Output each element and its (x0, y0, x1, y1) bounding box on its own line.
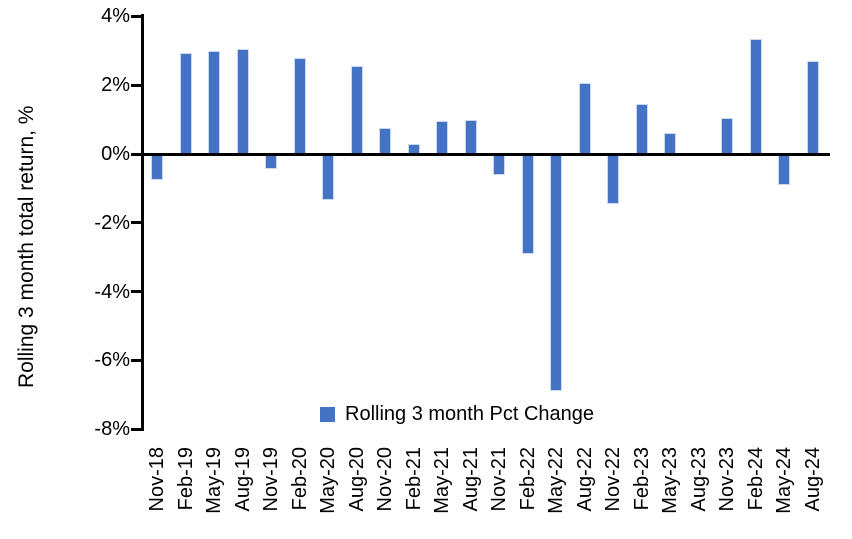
x-tick-label: Aug-22 (573, 447, 596, 512)
y-tick-mark (131, 152, 143, 156)
bar-Nov-21 (493, 154, 506, 175)
y-tick-mark (131, 14, 143, 18)
bar-Feb-19 (179, 52, 192, 154)
bar-Aug-24 (806, 61, 819, 154)
x-tick-label: Feb-23 (630, 447, 653, 511)
x-tick-label: Nov-18 (146, 447, 169, 512)
y-tick-label: 4% (101, 5, 130, 28)
x-tick-label: Nov-21 (488, 447, 511, 512)
y-tick-mark (131, 290, 143, 294)
y-tick-label: 2% (101, 74, 130, 97)
bar-Aug-22 (578, 83, 591, 154)
x-tick-label: Nov-22 (602, 447, 625, 512)
plot-area (143, 16, 827, 430)
x-tick-label: Aug-23 (687, 447, 710, 512)
bar-Aug-19 (236, 49, 249, 154)
x-tick-label: Aug-20 (345, 447, 368, 512)
x-tick-label: Feb-21 (402, 447, 425, 511)
y-tick-mark (131, 427, 143, 431)
y-tick-mark (131, 221, 143, 225)
bar-May-21 (436, 121, 449, 154)
bar-Nov-22 (607, 154, 620, 204)
bar-Feb-23 (635, 104, 648, 154)
x-tick-label: Aug-21 (459, 447, 482, 512)
bar-Nov-23 (721, 117, 734, 154)
y-tick-mark (131, 358, 143, 362)
x-tick-label: Aug-19 (231, 447, 254, 512)
bar-May-22 (550, 154, 563, 392)
x-tick-label: Nov-19 (260, 447, 283, 512)
legend: Rolling 3 month Pct Change (320, 403, 594, 426)
bar-Feb-22 (521, 154, 534, 254)
y-tick-label: 0% (101, 143, 130, 165)
bar-Nov-18 (151, 154, 164, 180)
y-tick-label: -2% (94, 211, 130, 234)
bar-May-23 (664, 133, 677, 154)
y-tick-label: -8% (94, 418, 130, 441)
bar-Feb-24 (749, 38, 762, 154)
legend-marker-swatch (320, 407, 335, 422)
x-tick-label: Feb-19 (174, 447, 197, 511)
y-tick-mark (131, 83, 143, 87)
bar-May-24 (778, 154, 791, 185)
x-tick-label: May-24 (773, 447, 796, 514)
bar-May-20 (322, 154, 335, 201)
legend-label: Rolling 3 month Pct Change (345, 403, 595, 425)
x-tick-label: May-20 (317, 447, 340, 514)
x-tick-label: May-23 (659, 447, 682, 514)
x-tick-label: Nov-23 (716, 447, 739, 512)
y-axis-title: Rolling 3 month total return, % (15, 105, 38, 389)
x-tick-label: May-21 (431, 447, 454, 514)
x-tick-label: Feb-24 (744, 447, 767, 511)
bar-Aug-20 (350, 66, 363, 154)
x-tick-label: Aug-24 (801, 447, 824, 512)
bar-Aug-21 (464, 119, 477, 154)
x-tick-label: Feb-20 (288, 447, 311, 511)
bar-May-19 (208, 50, 221, 154)
bar-Nov-20 (379, 128, 392, 154)
x-tick-label: May-22 (545, 447, 568, 514)
bar-Feb-20 (293, 57, 306, 154)
x-tick-label: May-19 (203, 447, 226, 514)
y-tick-label: -4% (94, 280, 130, 303)
bar-Nov-19 (265, 154, 278, 170)
x-tick-label: Feb-22 (516, 447, 539, 511)
y-tick-label: -6% (94, 349, 130, 372)
x-tick-label: Nov-20 (374, 447, 397, 512)
x-axis-zero-line (143, 153, 830, 156)
